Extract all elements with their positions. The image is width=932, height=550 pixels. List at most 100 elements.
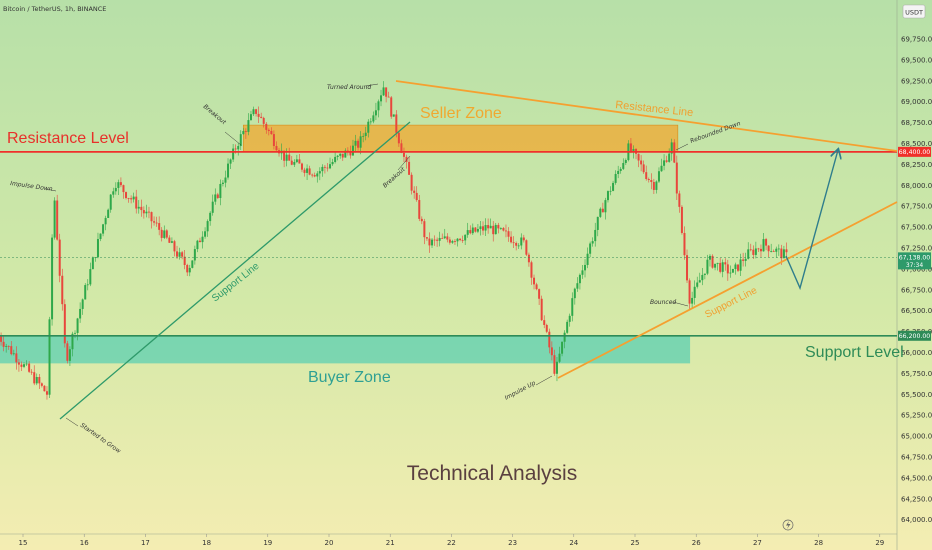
candle-body bbox=[321, 166, 324, 172]
candle-body bbox=[43, 385, 46, 392]
candle-body bbox=[438, 237, 441, 241]
candle-body bbox=[165, 230, 168, 238]
candle-body bbox=[578, 274, 581, 284]
candle-body bbox=[354, 140, 357, 146]
resistance-price-tag-text: 68,400.00 bbox=[899, 149, 931, 156]
candle-body bbox=[489, 225, 492, 229]
resistance-price-tag: 68,400.00 bbox=[898, 146, 931, 157]
price-tick-20: 64,750.00 bbox=[901, 454, 932, 462]
price-tick-5: 68,500.00 bbox=[901, 140, 932, 148]
candle-body bbox=[591, 241, 594, 244]
candle-body bbox=[456, 238, 459, 242]
candle-body bbox=[527, 254, 530, 263]
candle-body bbox=[775, 248, 778, 252]
projection-path bbox=[785, 150, 838, 291]
time-tick-7: 22 bbox=[447, 539, 456, 547]
candle-body bbox=[428, 238, 431, 246]
candle-body bbox=[731, 268, 734, 273]
candle-body bbox=[311, 174, 314, 176]
candle-body bbox=[86, 284, 89, 286]
candle-body bbox=[571, 298, 574, 316]
candle-body bbox=[683, 232, 686, 256]
candle-body bbox=[617, 170, 620, 174]
candle-body bbox=[668, 153, 671, 162]
candle-body bbox=[66, 343, 69, 361]
candle-body bbox=[295, 159, 298, 163]
candle-body bbox=[364, 132, 367, 136]
candle-body bbox=[357, 140, 360, 148]
currency-button[interactable]: USDT bbox=[902, 4, 926, 19]
candle-body bbox=[155, 222, 158, 224]
candle-body bbox=[785, 249, 788, 253]
candle-body bbox=[530, 262, 533, 278]
price-tick-3: 69,000.00 bbox=[901, 98, 932, 106]
candle-body bbox=[614, 173, 617, 183]
candle-body bbox=[300, 163, 303, 170]
candle-body bbox=[158, 223, 161, 230]
candle-body bbox=[619, 168, 622, 171]
candle-body bbox=[191, 260, 194, 268]
candle-body bbox=[10, 346, 13, 355]
candle-body bbox=[632, 149, 635, 152]
candle-body bbox=[589, 243, 592, 254]
candle-body bbox=[711, 255, 714, 268]
annotation-impulse-down-arrow bbox=[45, 188, 57, 192]
support-price-tag: 66,200.00 bbox=[898, 330, 931, 341]
candle-body bbox=[512, 242, 515, 244]
candle-body bbox=[81, 299, 84, 309]
annotation-breakout-1-arrow bbox=[224, 131, 242, 146]
candle-body bbox=[33, 372, 36, 384]
candle-body bbox=[84, 285, 87, 300]
candle-body bbox=[397, 132, 400, 144]
candle-body bbox=[209, 212, 212, 222]
price-tick-6: 68,250.00 bbox=[901, 161, 932, 169]
candle-body bbox=[23, 364, 26, 367]
lightning-icon[interactable] bbox=[782, 519, 794, 531]
candle-body bbox=[331, 162, 334, 165]
candle-body bbox=[270, 130, 273, 135]
candle-body bbox=[744, 258, 747, 261]
candle-body bbox=[214, 194, 217, 202]
candle-body bbox=[601, 208, 604, 213]
candle-body bbox=[737, 264, 740, 271]
price-tick-8: 67,750.00 bbox=[901, 203, 932, 211]
candle-body bbox=[573, 288, 576, 299]
time-tick-14: 29 bbox=[875, 539, 884, 547]
price-tick-13: 66,500.00 bbox=[901, 307, 932, 315]
candle-body bbox=[234, 148, 237, 150]
price-tick-0: 69,750.00 bbox=[901, 36, 932, 44]
candle-body bbox=[650, 179, 653, 183]
candle-body bbox=[415, 192, 418, 201]
candle-body bbox=[474, 227, 477, 232]
candle-body bbox=[285, 154, 288, 161]
pair-title: Bitcoin / TetherUS, 1h, BINANCE bbox=[3, 5, 106, 13]
candle-body bbox=[239, 134, 242, 147]
candle-body bbox=[739, 259, 742, 271]
candle-body bbox=[385, 87, 388, 97]
candle-body bbox=[568, 315, 571, 322]
support-level-label: Support Level bbox=[805, 344, 904, 361]
candle-body bbox=[232, 148, 235, 160]
candle-body bbox=[629, 143, 632, 152]
price-tick-9: 67,500.00 bbox=[901, 224, 932, 232]
support-price-tag-text: 66,200.00 bbox=[899, 333, 931, 340]
candle-body bbox=[104, 217, 107, 225]
candle-body bbox=[622, 162, 625, 169]
candle-body bbox=[693, 286, 696, 298]
candle-body bbox=[160, 229, 163, 238]
candle-body bbox=[698, 280, 701, 283]
candle-body bbox=[150, 212, 153, 222]
buyer-zone bbox=[0, 335, 691, 364]
candle-body bbox=[533, 277, 536, 285]
candle-body bbox=[5, 345, 8, 347]
candle-body bbox=[51, 237, 54, 320]
candle-body bbox=[482, 226, 485, 231]
candle-body bbox=[604, 200, 607, 213]
candle-body bbox=[686, 255, 689, 281]
candle-body bbox=[76, 318, 79, 333]
candle-body bbox=[145, 211, 148, 214]
candle-body bbox=[257, 113, 260, 117]
candle-body bbox=[181, 252, 184, 257]
candle-body bbox=[130, 198, 133, 200]
candle-body bbox=[640, 160, 643, 165]
